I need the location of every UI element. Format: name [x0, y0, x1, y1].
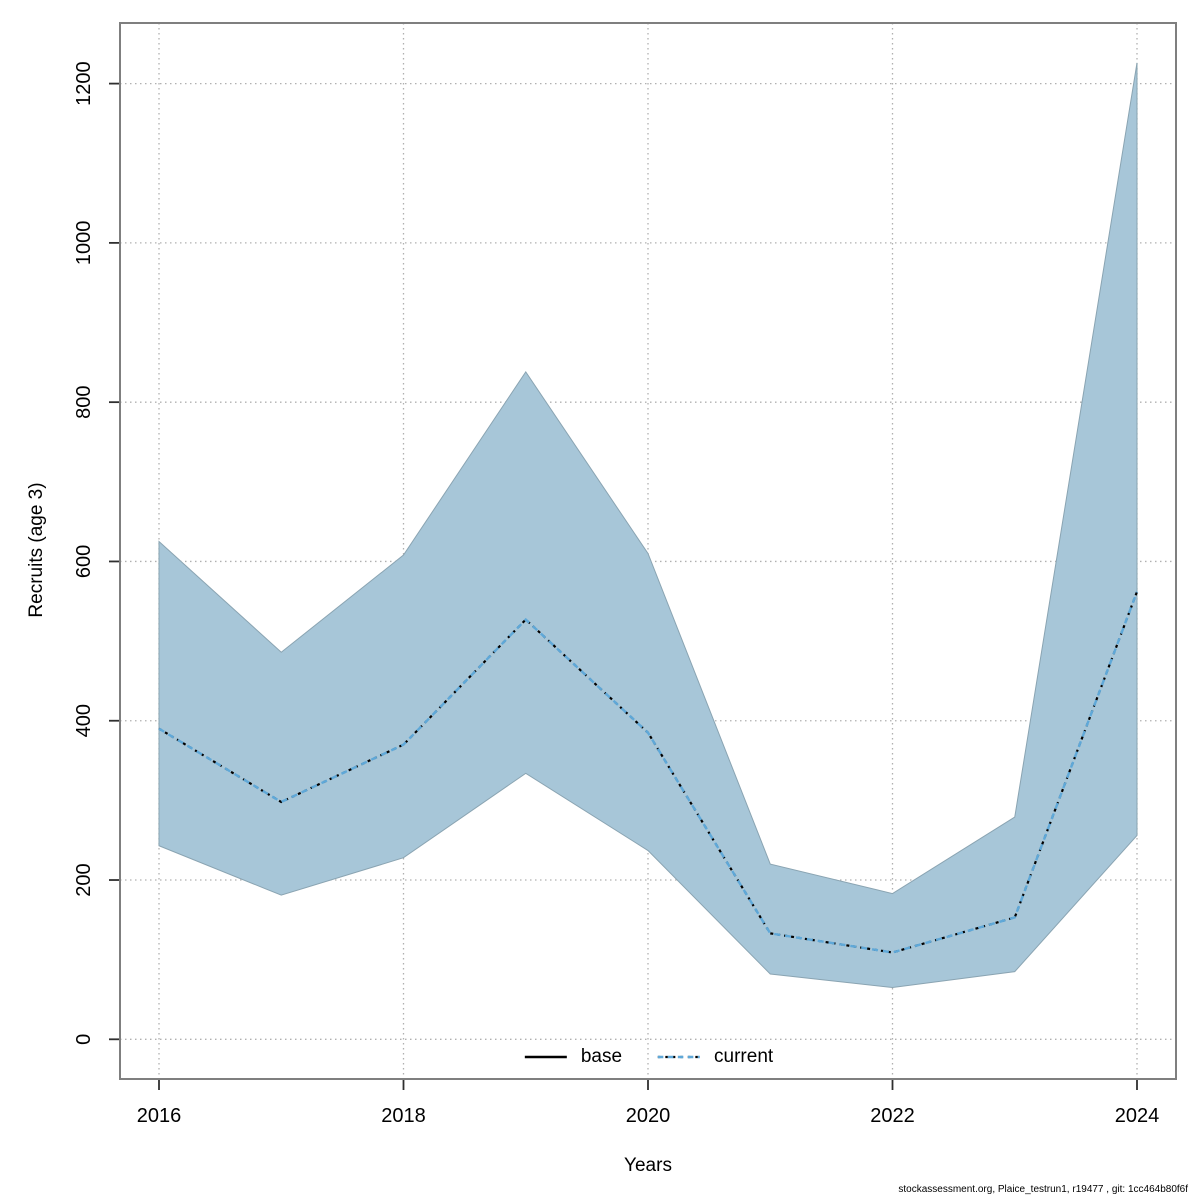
y-tick-label: 600 [73, 545, 95, 578]
confidence-band [158, 62, 1138, 989]
legend-item-base: base [523, 1046, 622, 1068]
x-tick-label: 2020 [626, 1105, 671, 1127]
current-line [158, 591, 1139, 954]
y-tick-label: 1000 [73, 221, 95, 266]
y-tick-label: 800 [73, 385, 95, 418]
footer-credit: stockassessment.org, Plaice_testrun1, r1… [898, 1184, 1188, 1195]
x-tick-label: 2024 [1115, 1105, 1160, 1127]
x-axis-title: Years [624, 1155, 672, 1176]
y-tick-label: 1200 [73, 61, 95, 106]
legend-item-current: current [656, 1046, 773, 1068]
base-line-sample-icon [524, 1055, 567, 1059]
current-line-sample-icon [658, 1055, 701, 1059]
x-tick-label: 2016 [137, 1105, 182, 1127]
plot-border [119, 22, 1177, 1080]
y-tick-label: 200 [73, 863, 95, 896]
x-tick-label: 2022 [870, 1105, 915, 1127]
y-tick-label: 0 [73, 1034, 95, 1045]
y-axis-title: Recruits (age 3) [26, 482, 47, 618]
legend-label-base: base [580, 1046, 623, 1067]
legend: base current [523, 1043, 773, 1071]
x-tick-label: 2018 [381, 1105, 426, 1127]
legend-label-current: current [714, 1046, 774, 1067]
y-tick-label: 400 [73, 704, 95, 737]
